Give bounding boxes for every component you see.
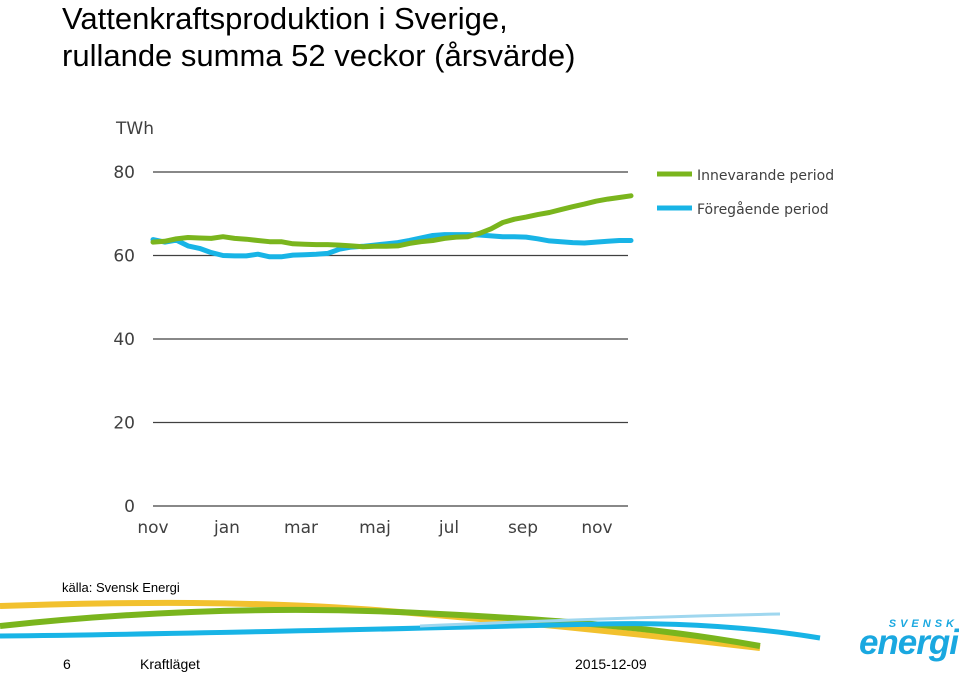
series-lines — [150, 193, 634, 260]
x-tick-label: nov — [581, 518, 612, 538]
x-tick-label: jan — [213, 518, 240, 538]
title-line-2: rullande summa 52 veckor (årsvärde) — [62, 38, 576, 73]
x-tick-labels: nov jan mar maj jul sep nov — [137, 518, 612, 538]
swoosh-green — [0, 607, 761, 649]
y-tick-labels: 0 20 40 60 80 — [113, 163, 135, 517]
title-line-1: Vattenkraftsproduktion i Sverige, — [62, 1, 508, 36]
source-note: källa: Svensk Energi — [62, 580, 180, 595]
legend-label: Föregående period — [697, 201, 829, 218]
swoosh-blue — [0, 621, 821, 641]
gridlines — [153, 171, 628, 507]
document-name: Kraftläget — [140, 656, 200, 672]
logo-main-text: energi — [858, 623, 959, 662]
logo-top-text: SVENSK — [888, 618, 958, 630]
y-axis-unit-label: TWh — [115, 119, 154, 139]
x-tick-label: nov — [137, 518, 168, 538]
decorative-swoosh — [0, 599, 821, 651]
x-tick-label: jul — [438, 518, 459, 538]
series-line-previous — [150, 232, 634, 260]
series-line-current — [150, 193, 634, 250]
y-tick-label: 80 — [113, 163, 135, 183]
swoosh-light — [419, 612, 781, 628]
x-tick-label: mar — [284, 518, 318, 538]
x-tick-label: maj — [359, 518, 391, 538]
y-tick-label: 20 — [113, 414, 135, 434]
svensk-energi-logo: SVENSK energi — [846, 618, 959, 662]
page-number: 6 — [63, 656, 71, 672]
y-tick-label: 60 — [113, 247, 135, 267]
slide-title: Vattenkraftsproduktion i Sverige, rullan… — [62, 0, 575, 74]
hydro-production-chart: TWh 0 20 40 60 80 nov jan mar maj jul sep nov Inne… — [113, 119, 834, 538]
y-tick-label: 0 — [124, 497, 135, 517]
y-tick-label: 40 — [113, 330, 135, 350]
x-tick-label: sep — [508, 518, 538, 538]
document-date: 2015-12-09 — [575, 656, 647, 672]
legend: Innevarande period Föregående period — [657, 168, 834, 218]
legend-label: Innevarande period — [697, 168, 834, 184]
